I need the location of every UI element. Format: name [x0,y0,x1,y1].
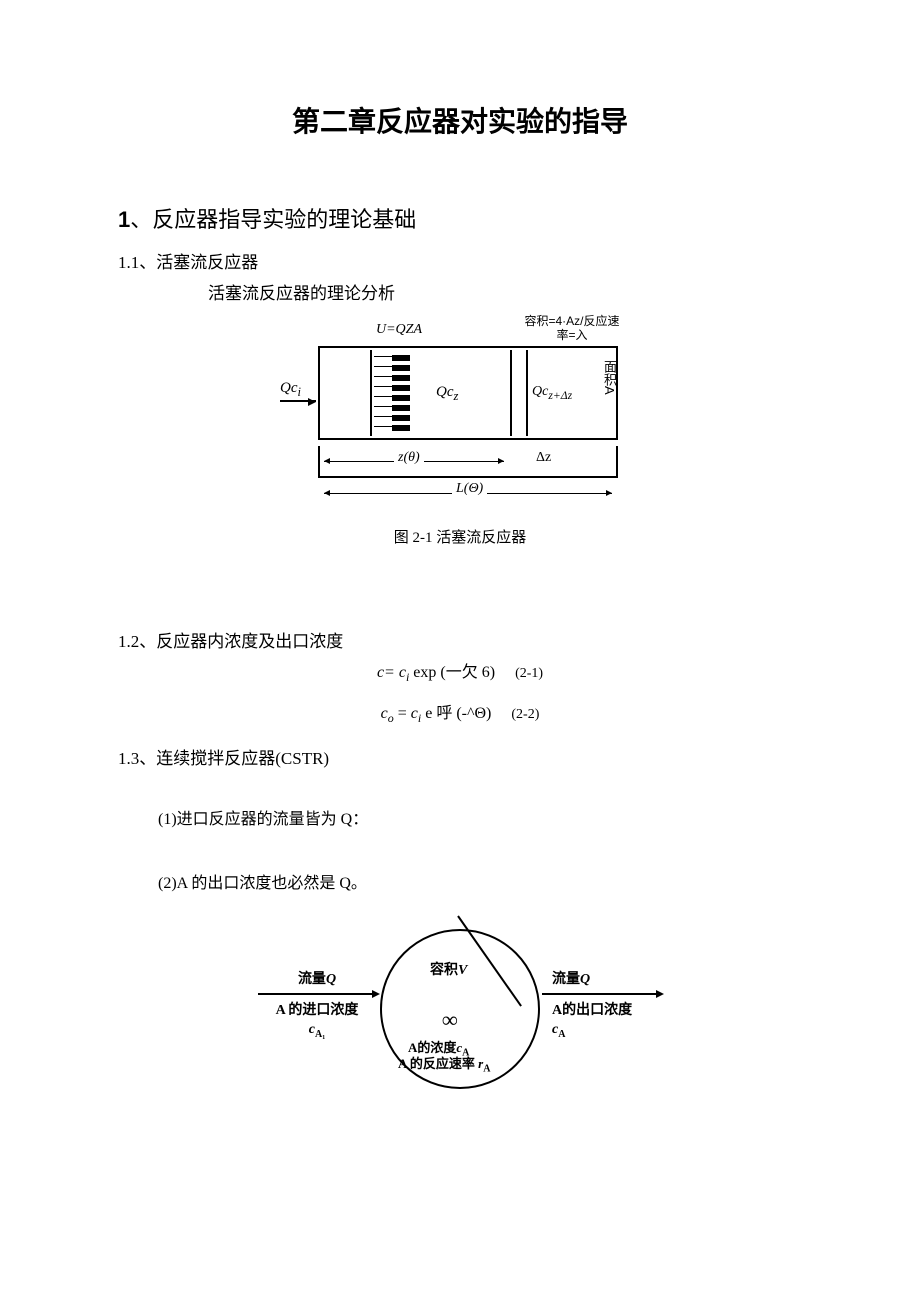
body-1-1: 活塞流反应器的理论分析 [208,279,802,304]
sub12-title: 、反应器内浓度及出口浓度 [139,632,343,651]
sub12-num: 1.2 [118,632,139,651]
subsection-1-2: 1.2、反应器内浓度及出口浓度 [118,627,802,652]
z-label: z(θ) [394,450,424,466]
z-dimension: z(θ) [324,450,504,472]
equation-2-2: co = ci e 呼 (-^Θ) (2-2) [118,699,802,726]
subsection-1-3: 1.3、连续搅拌反应器(CSTR) [118,744,802,769]
figure-2-1: U=QZA 容积=4·Az/反应速率=入 Qci Qcz Qcz+Δz 面积A [118,322,802,547]
u-label: U=QZA [376,322,422,338]
eq-2-1-num: (2-1) [515,666,543,681]
plug-flow-diagram: U=QZA 容积=4·Az/反应速率=入 Qci Qcz Qcz+Δz 面积A [280,322,640,512]
sub11-title: 、活塞流反应器 [139,253,258,272]
sub11-num: 1.1 [118,253,139,272]
figure-cstr: ∞ 容积V A的浓度cA A 的反应速率 rA 流量Q A 的进口浓度 cA₁ … [118,919,802,1109]
section-1-heading: 1、反应器指导实验的理论基础 [118,202,802,234]
stirrer-icon: ∞ [442,1007,458,1033]
qcz-label: Qcz [436,384,458,404]
outlet-labels: 流量Q A的出口浓度 cA [552,971,670,1041]
chapter-title: 第二章反应器对实验的指导 [118,100,802,140]
L-dimension: L(Θ) [324,482,612,504]
slice-right-a [510,350,512,436]
figure-2-1-caption: 图 2-1 活塞流反应器 [394,526,527,547]
sub13-num: 1.3 [118,749,139,768]
eq-2-2-num: (2-2) [511,707,539,722]
inlet-arrow-icon [308,398,316,406]
vol-label: 容积=4·Az/反应速率=入 [522,314,622,343]
rate-label: A 的反应速率 rA [398,1053,490,1075]
qci-label: Qci [280,380,301,400]
dz-label: Δz [536,450,551,466]
dz-dimension: Δz [524,450,610,472]
cstr-diagram: ∞ 容积V A的浓度cA A 的反应速率 rA 流量Q A 的进口浓度 cA₁ … [240,919,680,1109]
inlet-labels: 流量Q A 的进口浓度 cA₁ [258,971,376,1041]
section-1-title: 、反应器指导实验的理论基础 [130,207,416,232]
L-label: L(Θ) [452,481,487,497]
para-2: (2)A 的出口浓度也必然是 Q。 [158,869,802,893]
volume-label: 容积V [430,959,467,979]
subsection-1-1: 1.1、活塞流反应器 [118,248,802,273]
slice-right-b [526,350,528,436]
para-1: (1)进口反应器的流量皆为 Q： [158,805,802,829]
slice-left [370,350,372,436]
sub13-title: 、连续搅拌反应器(CSTR) [139,749,329,768]
reactor-outline [318,346,618,440]
qczdz-label: Qcz+Δz [532,384,572,402]
equation-2-1: c= ci exp (一欠 6) (2-1) [118,658,802,685]
section-1-num: 1 [118,207,130,232]
area-label: 面积A [600,360,619,395]
